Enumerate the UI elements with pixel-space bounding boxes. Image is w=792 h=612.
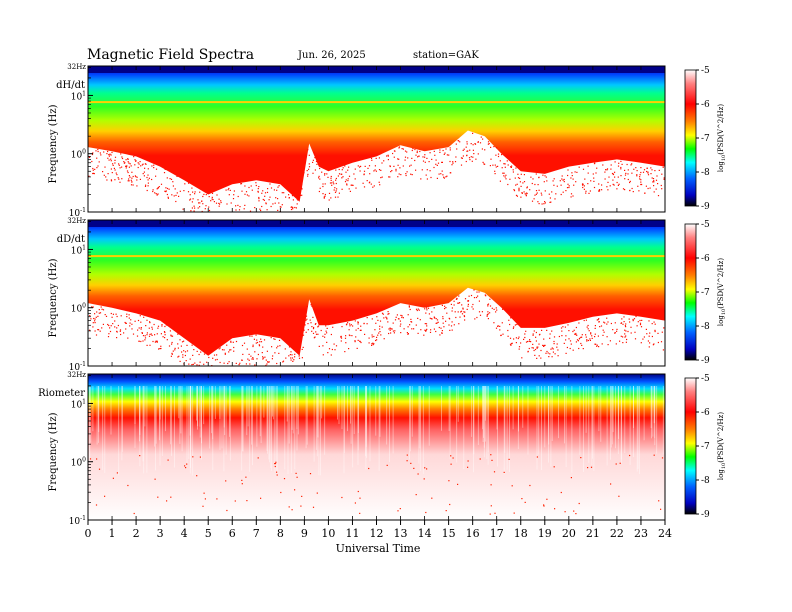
x-tick-label: 0 (85, 527, 92, 540)
colorbar-scale (684, 69, 697, 207)
y-tick-label: 10-1 (69, 361, 86, 373)
spectral-power-area (88, 66, 665, 202)
colorbar-tick-label: -7 (701, 134, 710, 144)
x-tick-label: 20 (562, 527, 576, 540)
x-tick-label: 16 (466, 527, 480, 540)
x-tick-label: 9 (301, 527, 308, 540)
colorbar-tick-label: -5 (701, 66, 710, 76)
y-tick-label: 100 (71, 457, 86, 469)
spectral-power-area (88, 220, 665, 356)
y-tick-label: 10-1 (69, 515, 86, 527)
colorbar-3: -5 -6 -7 -8 -9 log10(PSD(V^2/Hz) (684, 374, 727, 520)
y-axis-label: Frequency (Hz) (48, 258, 59, 337)
noise-fringe (88, 132, 665, 213)
colorbar-tick-label: -9 (701, 202, 710, 212)
x-tick-label: 17 (490, 527, 504, 540)
colorbar-2: -5 -6 -7 -8 -9 log10(PSD(V^2/Hz) (684, 220, 727, 366)
colorbar-tick-label: -5 (701, 374, 710, 384)
colorbar-tick-label: -6 (701, 100, 710, 110)
colorbar-label: log10(PSD(V^2/Hz) (717, 412, 727, 480)
x-tick-label: 2 (133, 527, 140, 540)
y-tick-label: 100 (71, 303, 86, 315)
colorbar-tick-label: -8 (701, 322, 710, 332)
harmonic-line (88, 101, 665, 104)
x-tick-label: 19 (538, 527, 552, 540)
spectral-power-area (88, 374, 665, 520)
date-label: Jun. 26, 2025 (297, 50, 366, 61)
x-tick-label: 5 (205, 527, 212, 540)
y-tick-label: 101 (71, 398, 86, 410)
colorbar-tick-label: -8 (701, 476, 710, 486)
y-tick-label: 32Hz (67, 63, 86, 71)
colorbar-tick-label: -8 (701, 168, 710, 178)
x-tick-label: 13 (394, 527, 408, 540)
colorbar-tick-label: -9 (701, 356, 710, 366)
y-tick-label: 10-1 (69, 207, 86, 219)
x-tick-label: 15 (442, 527, 456, 540)
vertical-striations (88, 386, 664, 515)
colorbar-label: log10(PSD(V^2/Hz) (717, 104, 727, 172)
x-tick-label: 12 (370, 527, 384, 540)
x-tick-label: 18 (514, 527, 528, 540)
y-tick-label: 100 (71, 149, 86, 161)
station-label: station=GAK (413, 50, 479, 61)
harmonic-line (88, 255, 665, 258)
x-tick-label: 3 (157, 527, 164, 540)
x-tick-label: 24 (658, 527, 672, 540)
colorbar-tick-label: -7 (701, 442, 710, 452)
x-tick-label: 4 (181, 527, 188, 540)
x-tick-label: 7 (253, 527, 260, 540)
y-tick-label: 101 (71, 244, 86, 256)
x-tick-label: 10 (321, 527, 335, 540)
colorbar-tick-label: -7 (701, 288, 710, 298)
x-tick-label: 23 (634, 527, 648, 540)
x-tick-label: 8 (277, 527, 284, 540)
y-axis-label: Frequency (Hz) (48, 412, 59, 491)
panel-label: dD/dt (57, 234, 85, 245)
spectrogram-panel-3: Riometer Frequency (Hz) 32Hz 101 100 10-1 -5 -6… (38, 371, 727, 527)
colorbar-tick-label: -6 (701, 408, 710, 418)
noise-fringe (89, 289, 665, 367)
time-axis: 0 1 2 3 4 5 6 7 8 9 10 11 12 13 14 15 16 17 18 19 20 21 22 23 24 (85, 520, 672, 540)
figure-title: Magnetic Field Spectra (87, 47, 254, 63)
x-tick-label: 1 (109, 527, 116, 540)
colorbar-label: log10(PSD(V^2/Hz) (717, 258, 727, 326)
colorbar-tick-label: -6 (701, 254, 710, 264)
x-tick-label: 6 (229, 527, 236, 540)
y-tick-label: 32Hz (67, 371, 86, 379)
x-axis-label: Universal Time (336, 542, 421, 555)
x-tick-label: 21 (586, 527, 600, 540)
panel-label: Riometer (38, 388, 85, 399)
colorbar-scale (684, 223, 697, 361)
colorbar-scale (684, 377, 697, 515)
y-tick-label: 32Hz (67, 217, 86, 225)
colorbar-1: -5 -6 -7 -8 -9 log10(PSD(V^2/Hz) (684, 66, 727, 212)
colorbar-tick-label: -9 (701, 510, 710, 520)
y-axis-label: Frequency (Hz) (48, 104, 59, 183)
x-tick-label: 14 (418, 527, 432, 540)
x-tick-label: 22 (610, 527, 624, 540)
y-tick-label: 101 (71, 90, 86, 102)
x-tick-label: 11 (345, 527, 359, 540)
panel-label: dH/dt (56, 80, 85, 91)
colorbar-tick-label: -5 (701, 220, 710, 230)
